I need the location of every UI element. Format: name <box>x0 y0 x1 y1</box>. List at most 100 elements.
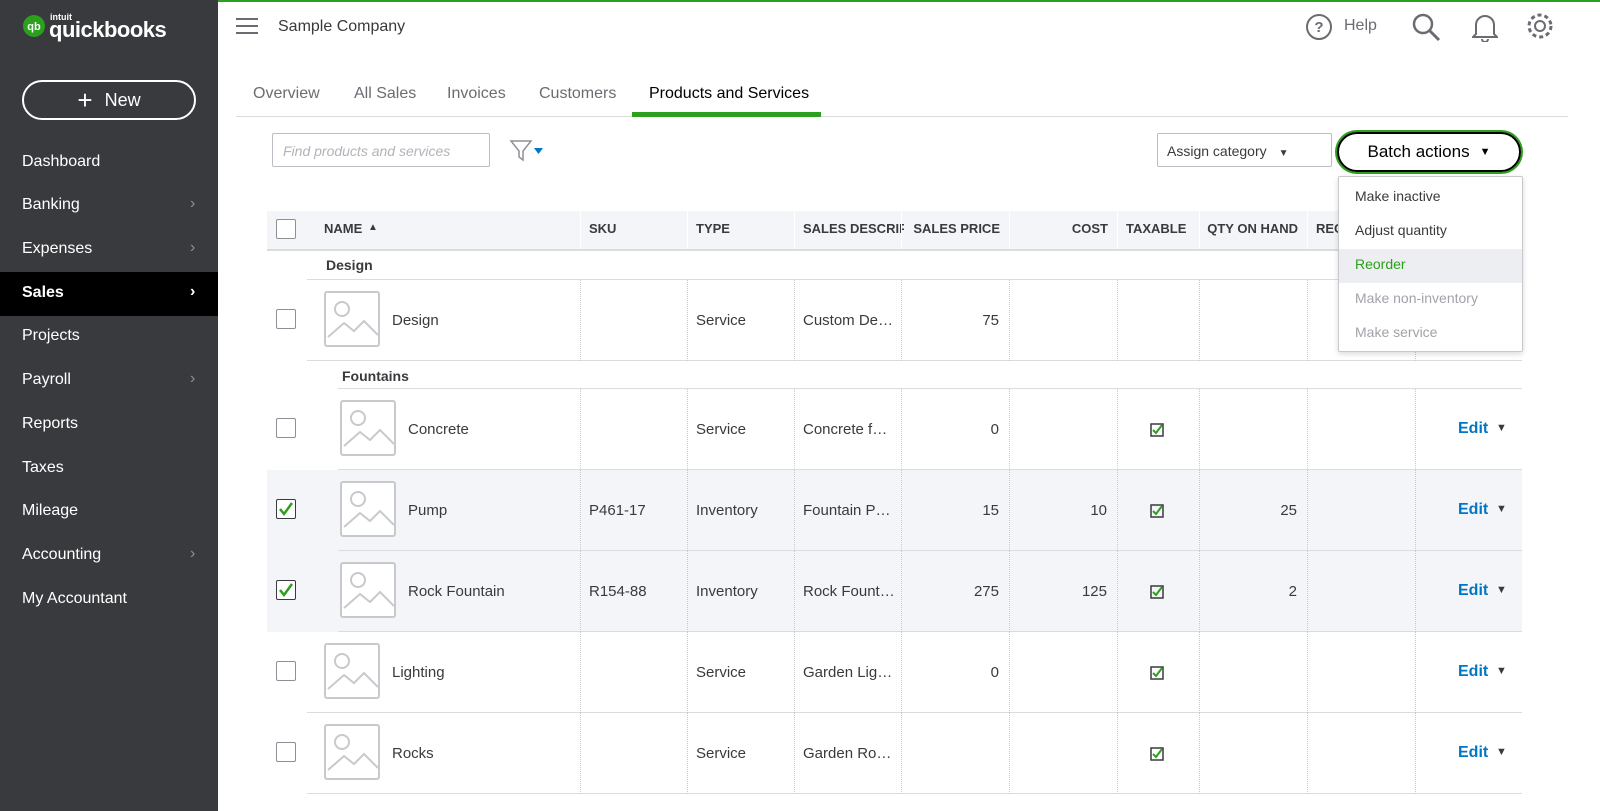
menu-item[interactable]: Make inactive <box>1355 188 1441 204</box>
nav-item[interactable]: Sales <box>22 284 64 301</box>
edit-link[interactable]: Edit <box>1458 662 1489 680</box>
row-line <box>307 793 1522 794</box>
nav-item[interactable]: My Accountant <box>22 590 127 607</box>
taxable-check <box>1150 503 1164 518</box>
cell-divider <box>1307 280 1308 361</box>
nav-item[interactable]: Payroll <box>22 371 71 388</box>
column-header[interactable]: SALES DESCRIP <box>803 221 904 236</box>
nav-item[interactable]: Dashboard <box>22 153 101 170</box>
cell-divider <box>1199 713 1200 794</box>
row-checkbox[interactable] <box>276 661 296 681</box>
edit-dropdown[interactable]: ▼ <box>1496 583 1507 596</box>
settings-icon[interactable] <box>1526 12 1554 40</box>
search-input[interactable]: Find products and services <box>272 133 490 167</box>
cell-divider <box>794 632 795 713</box>
cell-divider <box>901 280 902 361</box>
cell-divider <box>1009 280 1010 361</box>
nav-item[interactable]: Projects <box>22 327 80 344</box>
row-line <box>338 469 1522 470</box>
cell-divider <box>580 713 581 794</box>
row-checkbox[interactable] <box>276 580 296 600</box>
logo: quickbooks <box>49 17 167 42</box>
edit-dropdown[interactable]: ▼ <box>1496 421 1507 434</box>
tab[interactable]: Products and Services <box>649 85 810 102</box>
item-price: 75 <box>982 311 999 329</box>
cell-divider <box>1307 713 1308 794</box>
row-line <box>338 550 1522 551</box>
item-type: Service <box>696 663 747 681</box>
row-checkbox[interactable] <box>276 418 296 438</box>
column-divider <box>1117 211 1118 249</box>
cell-divider <box>1117 280 1118 361</box>
column-divider <box>687 211 688 249</box>
nav-item[interactable]: Reports <box>22 415 79 432</box>
nav-active-bg <box>0 272 218 316</box>
tab[interactable]: Invoices <box>447 85 506 102</box>
filter-icon[interactable] <box>509 139 545 163</box>
row-line <box>307 360 1522 361</box>
nav-chevron: › <box>190 370 196 387</box>
column-header[interactable]: TYPE <box>696 221 730 236</box>
column-divider <box>1009 211 1010 249</box>
tab[interactable]: All Sales <box>354 85 417 102</box>
new-button[interactable]: + New <box>22 80 196 120</box>
row-checkbox[interactable] <box>276 742 296 762</box>
help-icon[interactable]: ? <box>1305 13 1333 41</box>
item-cost: 10 <box>1090 501 1107 519</box>
nav-item[interactable]: Banking <box>22 196 80 213</box>
category-row-line <box>338 388 1522 389</box>
column-header[interactable]: QTY ON HAND <box>1207 221 1298 236</box>
item-description: Fountain P… <box>803 501 891 519</box>
batch-menu: Make inactive Adjust quantity Reorder Make … <box>1338 176 1523 352</box>
column-header[interactable]: REC <box>1316 221 1344 236</box>
cell-divider <box>901 470 902 551</box>
edit-dropdown[interactable]: ▼ <box>1496 502 1507 515</box>
column-header[interactable]: SALES PRICE <box>913 221 1000 236</box>
menu-item: Make service <box>1355 324 1438 340</box>
item-sku: P461-17 <box>589 501 646 519</box>
column-header[interactable]: TAXABLE <box>1126 221 1187 236</box>
nav-item[interactable]: Expenses <box>22 240 93 257</box>
cell-divider <box>1415 470 1416 551</box>
tab[interactable]: Customers <box>539 85 617 102</box>
column-divider <box>1199 211 1200 249</box>
help-label[interactable]: Help <box>1344 17 1377 34</box>
search-icon[interactable] <box>1411 12 1441 42</box>
item-type: Inventory <box>696 501 758 519</box>
logo-small: intuit <box>50 12 72 22</box>
edit-dropdown[interactable]: ▼ <box>1496 745 1507 758</box>
bell-icon[interactable] <box>1472 12 1498 42</box>
nav-chevron: › <box>190 239 196 256</box>
assign-label: Assign category <box>1167 143 1267 159</box>
column-divider <box>1307 211 1308 249</box>
tab[interactable]: Overview <box>253 85 320 102</box>
assign-category[interactable]: Assign category ▼ <box>1157 133 1332 167</box>
cell-divider <box>687 389 688 470</box>
edit-link[interactable]: Edit <box>1458 743 1489 761</box>
nav-item[interactable]: Taxes <box>22 459 64 476</box>
edit-dropdown[interactable]: ▼ <box>1496 664 1507 677</box>
edit-link[interactable]: Edit <box>1458 500 1489 518</box>
column-header[interactable]: COST <box>1071 221 1108 236</box>
column-header[interactable]: SKU <box>589 221 617 236</box>
nav-item[interactable]: Accounting <box>22 546 102 563</box>
menu-item[interactable]: Adjust quantity <box>1355 222 1447 238</box>
item-description: Custom De… <box>803 311 894 329</box>
edit-link[interactable]: Edit <box>1458 419 1489 437</box>
menu-item[interactable]: Reorder <box>1355 256 1406 272</box>
batch-actions[interactable]: Batch actions ▼ <box>1337 132 1521 172</box>
cell-divider <box>1199 632 1200 713</box>
select-all[interactable] <box>276 219 296 239</box>
taxable-check <box>1150 746 1164 761</box>
nav-item[interactable]: Mileage <box>22 502 79 519</box>
menu-icon[interactable] <box>236 17 258 35</box>
row-line <box>338 631 1522 632</box>
cell-divider <box>1117 632 1118 713</box>
item-image <box>324 291 380 347</box>
row-checkbox[interactable] <box>276 309 296 329</box>
column-header[interactable]: NAME <box>324 221 363 236</box>
batch-label: Batch actions <box>1367 142 1470 161</box>
row-checkbox[interactable] <box>276 499 296 519</box>
cell-divider <box>1117 551 1118 632</box>
edit-link[interactable]: Edit <box>1458 581 1489 599</box>
